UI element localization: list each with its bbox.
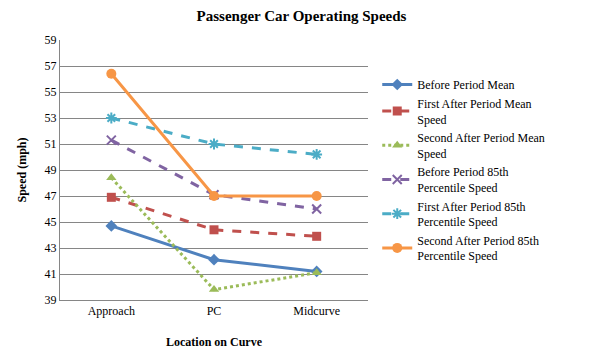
svg-text:First After Period 85thPercent: First After Period 85thPercentile Speed — [417, 200, 525, 230]
svg-text:59: 59 — [45, 33, 57, 47]
svg-text:43: 43 — [45, 241, 57, 255]
svg-text:57: 57 — [45, 59, 57, 73]
svg-text:53: 53 — [45, 111, 57, 125]
svg-text:Before Period Mean: Before Period Mean — [417, 78, 514, 92]
svg-text:Midcurve: Midcurve — [293, 304, 340, 318]
svg-text:PC: PC — [207, 304, 222, 318]
svg-text:Second After Period MeanSpeed: Second After Period MeanSpeed — [417, 131, 545, 161]
svg-text:Speed (mph): Speed (mph) — [15, 137, 29, 202]
svg-text:Approach: Approach — [88, 304, 135, 318]
svg-text:Second After Period 85thPercen: Second After Period 85thPercentile Speed — [417, 234, 539, 264]
svg-text:Passenger Car Operating Speeds: Passenger Car Operating Speeds — [197, 8, 407, 24]
svg-text:39: 39 — [45, 293, 57, 307]
svg-text:49: 49 — [45, 163, 57, 177]
svg-text:45: 45 — [45, 215, 57, 229]
svg-text:47: 47 — [45, 189, 57, 203]
svg-text:First After Period MeanSpeed: First After Period MeanSpeed — [417, 97, 531, 127]
svg-text:Location on Curve: Location on Curve — [166, 335, 263, 349]
svg-text:41: 41 — [45, 267, 57, 281]
svg-text:Before Period 85thPercentile S: Before Period 85thPercentile Speed — [417, 165, 508, 195]
svg-text:55: 55 — [45, 85, 57, 99]
svg-text:51: 51 — [45, 137, 57, 151]
